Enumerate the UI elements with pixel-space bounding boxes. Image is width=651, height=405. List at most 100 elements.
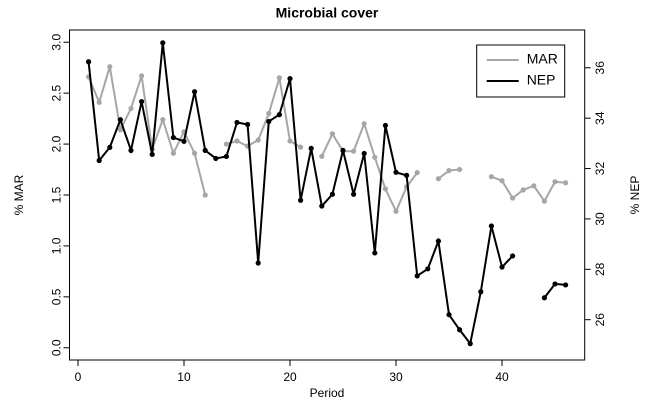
series-point <box>361 150 367 157</box>
series-point <box>499 178 505 184</box>
series-point <box>531 183 537 189</box>
series-point <box>446 167 452 174</box>
y2-tick-label: 30 <box>593 212 607 226</box>
series-point <box>351 191 357 197</box>
series-point <box>308 145 314 151</box>
y-tick-label: 0.0 <box>50 339 64 356</box>
series-point <box>552 281 558 287</box>
series-point <box>552 179 558 185</box>
series-point <box>128 105 134 112</box>
x-tick-label: 40 <box>495 370 509 384</box>
series-point <box>478 289 484 295</box>
series-point <box>244 121 251 128</box>
series-point <box>319 203 325 209</box>
x-tick-label: 10 <box>177 370 191 384</box>
series-point <box>276 75 282 81</box>
series-point <box>149 151 155 158</box>
series-point <box>266 110 272 117</box>
series-point <box>329 191 336 197</box>
series-point <box>191 150 198 156</box>
series-point <box>435 176 442 182</box>
series-point <box>510 195 516 201</box>
y-tick-label: 0.5 <box>50 288 64 305</box>
series-point <box>520 187 526 193</box>
series-point <box>393 208 399 214</box>
series-point <box>287 138 293 144</box>
series-point <box>191 89 198 95</box>
series-point <box>117 127 123 133</box>
x-axis-label: Period <box>310 386 345 400</box>
y2-tick-label: 26 <box>593 313 607 327</box>
chart-title: Microbial cover <box>276 5 379 21</box>
series-point <box>255 260 261 266</box>
series-point <box>563 180 569 186</box>
series-point <box>319 153 325 159</box>
series-point <box>266 118 272 125</box>
series-point <box>138 98 145 105</box>
series-point <box>541 198 548 204</box>
series-point <box>202 192 208 198</box>
series-point <box>435 238 442 244</box>
series-point <box>276 112 282 118</box>
series-point <box>213 155 219 162</box>
series-point <box>563 282 569 288</box>
series-point <box>117 117 123 123</box>
series-point <box>160 117 166 123</box>
series-point <box>393 169 399 175</box>
series-point <box>488 174 495 180</box>
series-point <box>457 327 463 333</box>
series-point <box>351 148 357 154</box>
series-point <box>361 121 367 127</box>
series-point <box>223 141 229 147</box>
series-point <box>541 295 548 301</box>
x-tick-label: 0 <box>75 370 82 384</box>
y-axis-label: % MAR <box>12 174 26 215</box>
series-point <box>170 150 176 156</box>
series-point <box>223 153 229 160</box>
series-point <box>170 134 176 141</box>
series-point <box>160 40 166 46</box>
legend-label: MAR <box>527 51 558 67</box>
series-point <box>297 197 304 203</box>
series-point <box>107 64 113 70</box>
series-point <box>181 138 187 144</box>
y2-axis-label: % NEP <box>628 176 642 215</box>
series-point <box>85 59 92 65</box>
series-point <box>202 147 208 154</box>
series-point <box>340 147 346 154</box>
y-tick-label: 3.0 <box>50 34 64 51</box>
series-point <box>510 253 516 259</box>
y-tick-label: 1.5 <box>50 186 64 203</box>
series-point <box>107 144 113 150</box>
series-point <box>382 122 389 129</box>
series-point <box>372 154 378 160</box>
series-point <box>404 172 410 178</box>
legend-box <box>476 44 566 98</box>
series-point <box>414 273 420 279</box>
y-tick-label: 2.5 <box>50 84 64 101</box>
series-point <box>234 138 240 144</box>
series-point <box>488 223 495 229</box>
legend-label: NEP <box>527 72 556 88</box>
series-point <box>425 266 431 272</box>
y2-tick-label: 34 <box>593 111 607 125</box>
x-tick-label: 30 <box>389 370 403 384</box>
y-tick-label: 1.0 <box>50 237 64 254</box>
y-tick-label: 2.0 <box>50 135 64 152</box>
series-point <box>297 144 304 150</box>
series-point <box>255 137 261 143</box>
y2-tick-label: 28 <box>593 262 607 276</box>
series-point <box>499 264 505 270</box>
series-point <box>372 250 378 256</box>
series-point <box>96 157 102 164</box>
series-point <box>128 147 134 154</box>
y2-tick-label: 32 <box>593 162 607 176</box>
x-tick-label: 20 <box>283 370 297 384</box>
series-point <box>446 312 452 318</box>
series-point <box>234 119 240 126</box>
series-point <box>329 131 336 137</box>
series-point <box>414 169 420 176</box>
series-point <box>457 166 463 173</box>
series-point <box>287 76 293 82</box>
